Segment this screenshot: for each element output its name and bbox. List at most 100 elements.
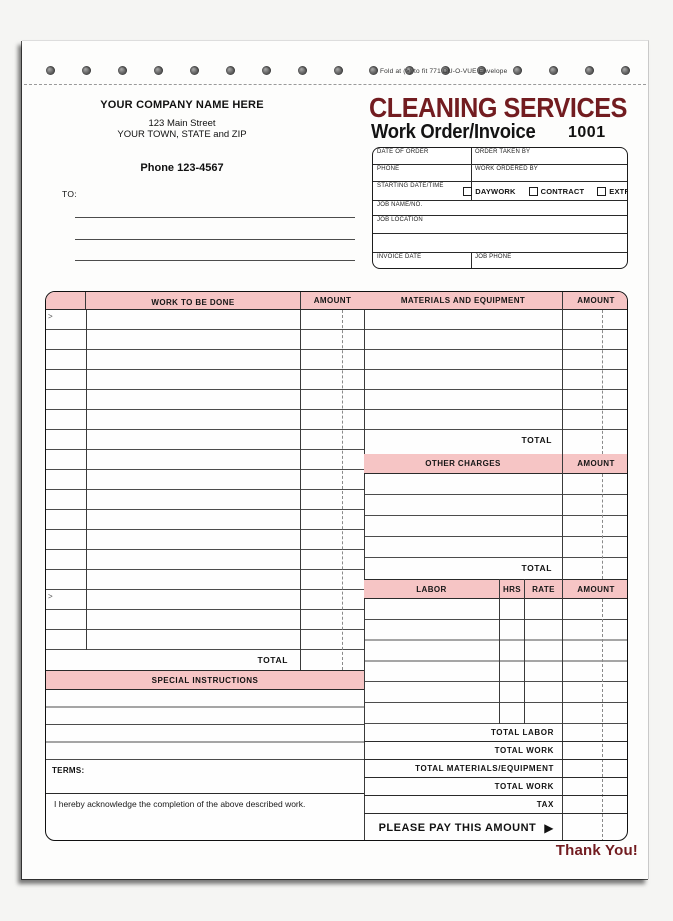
materials-header-label: MATERIALS AND EQUIPMENT bbox=[400, 296, 526, 305]
cell-divider bbox=[471, 253, 472, 268]
work-order-grid: WORK TO BE DONE AMOUNT > > TOTAL SPECIAL… bbox=[45, 291, 628, 841]
materials-ruled-rows bbox=[365, 310, 627, 430]
fold-note: Fold at (>) to fit 771 DU-O-VUE Envelope bbox=[380, 68, 508, 75]
phone-label: PHONE bbox=[377, 166, 400, 172]
special-instructions-label: SPECIAL INSTRUCTIONS bbox=[151, 675, 259, 685]
work-amount-divider bbox=[300, 310, 301, 670]
company-name: YOUR COMPANY NAME HERE bbox=[100, 99, 264, 111]
acknowledgment-box: I hereby acknowledge the completion of t… bbox=[46, 794, 364, 840]
checkbox-extra: EXTRA bbox=[597, 186, 627, 196]
checkbox-contract-label: CONTRACT bbox=[540, 186, 585, 196]
work-ruled-rows bbox=[46, 310, 364, 650]
fold-column-divider bbox=[86, 310, 87, 650]
labor-cents-dashed-line bbox=[602, 599, 603, 840]
job-name-label: JOB NAME/NO. bbox=[377, 202, 423, 208]
order-taken-by-label: ORDER TAKEN BY bbox=[475, 149, 531, 155]
please-pay-label: PLEASE PAY THIS AMOUNT ▶ bbox=[364, 822, 562, 834]
rate-header-label: RATE bbox=[532, 584, 555, 594]
terms-box: TERMS: bbox=[46, 760, 364, 794]
summary-row-total-materials: TOTAL MATERIALS/EQUIPMENT bbox=[364, 760, 627, 778]
order-row-invoice: INVOICE DATE JOB PHONE bbox=[373, 252, 627, 268]
address-line bbox=[75, 239, 355, 240]
other-charges-header: OTHER CHARGES AMOUNT bbox=[364, 454, 627, 474]
summary-row-total-work-1: TOTAL WORK bbox=[364, 742, 627, 760]
address-line bbox=[75, 217, 355, 218]
to-label: TO: bbox=[62, 189, 77, 199]
materials-amount-header: AMOUNT bbox=[577, 296, 615, 305]
punch-hole bbox=[297, 65, 307, 75]
summary-row-tax: TAX bbox=[364, 796, 627, 814]
punch-hole bbox=[513, 65, 523, 75]
labor-table-header: LABOR HRS RATE AMOUNT bbox=[364, 579, 627, 599]
fold-mark: > bbox=[48, 592, 53, 601]
starting-datetime-label: STARTING DATE/TIME bbox=[377, 183, 444, 189]
other-charges-total-label: TOTAL bbox=[521, 563, 552, 573]
total-materials-label: TOTAL MATERIALS/EQUIPMENT bbox=[415, 764, 554, 773]
punch-hole bbox=[225, 65, 235, 75]
hrs-column-divider bbox=[499, 579, 500, 724]
order-row-date: DATE OF ORDER ORDER TAKEN BY bbox=[373, 148, 627, 164]
hrs-header-cell: HRS bbox=[499, 580, 524, 598]
hrs-header-label: HRS bbox=[502, 584, 522, 594]
other-charges-amount-header: AMOUNT bbox=[577, 459, 615, 468]
company-phone: Phone 123-4567 bbox=[140, 162, 224, 174]
date-of-order-label: DATE OF ORDER bbox=[377, 149, 429, 155]
total-work-label: TOTAL WORK bbox=[494, 746, 554, 755]
punch-hole bbox=[405, 65, 415, 75]
invoice-number: 1001 bbox=[568, 124, 606, 141]
punch-hole bbox=[585, 65, 595, 75]
work-cents-dashed-line bbox=[342, 310, 343, 670]
punch-hole bbox=[621, 65, 630, 75]
form-title: CLEANING SERVICES bbox=[369, 92, 627, 123]
punch-hole bbox=[189, 65, 199, 75]
materials-table-header: MATERIALS AND EQUIPMENT AMOUNT bbox=[364, 292, 627, 310]
labor-ruled-rows bbox=[365, 599, 627, 724]
tax-label: TAX bbox=[536, 800, 554, 809]
other-charges-ruled-rows bbox=[365, 474, 627, 558]
form-subtitle: Work Order/Invoice bbox=[371, 121, 536, 143]
fold-mark-column bbox=[46, 292, 86, 309]
work-amount-header: AMOUNT bbox=[313, 296, 352, 305]
work-ordered-by-label: WORK ORDERED BY bbox=[475, 166, 539, 172]
checkbox-daywork-label: DAYWORK bbox=[475, 186, 516, 196]
cell-divider bbox=[471, 148, 472, 164]
work-total-label: TOTAL bbox=[257, 655, 288, 665]
punch-hole bbox=[46, 65, 55, 75]
materials-cents-dashed-line bbox=[602, 310, 603, 454]
checkbox-square bbox=[528, 186, 538, 196]
punch-hole bbox=[81, 65, 91, 75]
other-charges-cents-dashed-line bbox=[602, 474, 603, 579]
other-charges-label: OTHER CHARGES bbox=[425, 459, 501, 468]
order-row-jobname: JOB NAME/NO. bbox=[373, 200, 627, 215]
thank-you-note: Thank You! bbox=[555, 842, 638, 859]
order-row-joblocation: JOB LOCATION bbox=[373, 215, 627, 233]
invoice-sheet: Fold at (>) to fit 771 DU-O-VUE Envelope… bbox=[22, 40, 649, 879]
please-pay-text: PLEASE PAY THIS AMOUNT bbox=[378, 821, 537, 834]
punch-hole bbox=[369, 65, 379, 75]
punch-hole bbox=[549, 65, 559, 75]
checkbox-daywork: DAYWORK bbox=[463, 186, 516, 196]
invoice-date-label: INVOICE DATE bbox=[377, 254, 422, 260]
punch-hole bbox=[261, 65, 271, 75]
punch-hole bbox=[441, 65, 451, 75]
order-row-starting: STARTING DATE/TIME DAYWORK CONTRACT EXTR… bbox=[373, 181, 627, 200]
acknowledgment-text: I hereby acknowledge the completion of t… bbox=[54, 799, 306, 809]
labor-amount-header-cell: AMOUNT bbox=[562, 580, 627, 598]
fold-mark: > bbox=[48, 312, 53, 321]
right-arrow-icon: ▶ bbox=[544, 820, 554, 835]
binding-holes bbox=[46, 65, 630, 75]
job-location-label: JOB LOCATION bbox=[377, 217, 423, 223]
work-table-header: WORK TO BE DONE AMOUNT bbox=[46, 292, 364, 310]
cell-divider bbox=[471, 165, 472, 181]
work-header-label: WORK TO BE DONE bbox=[151, 297, 235, 307]
column-divider bbox=[364, 292, 365, 840]
work-type-checkboxes: DAYWORK CONTRACT EXTRA bbox=[463, 182, 627, 200]
labor-amount-header: AMOUNT bbox=[577, 584, 615, 594]
order-row-blank bbox=[373, 233, 627, 252]
rate-header-cell: RATE bbox=[524, 580, 562, 598]
company-block: YOUR COMPANY NAME HERE 123 Main Street Y… bbox=[74, 99, 290, 174]
checkbox-extra-label: EXTRA bbox=[609, 186, 627, 196]
rate-column-divider bbox=[524, 579, 525, 724]
order-row-phone: PHONE WORK ORDERED BY bbox=[373, 164, 627, 181]
checkbox-square bbox=[597, 186, 607, 196]
